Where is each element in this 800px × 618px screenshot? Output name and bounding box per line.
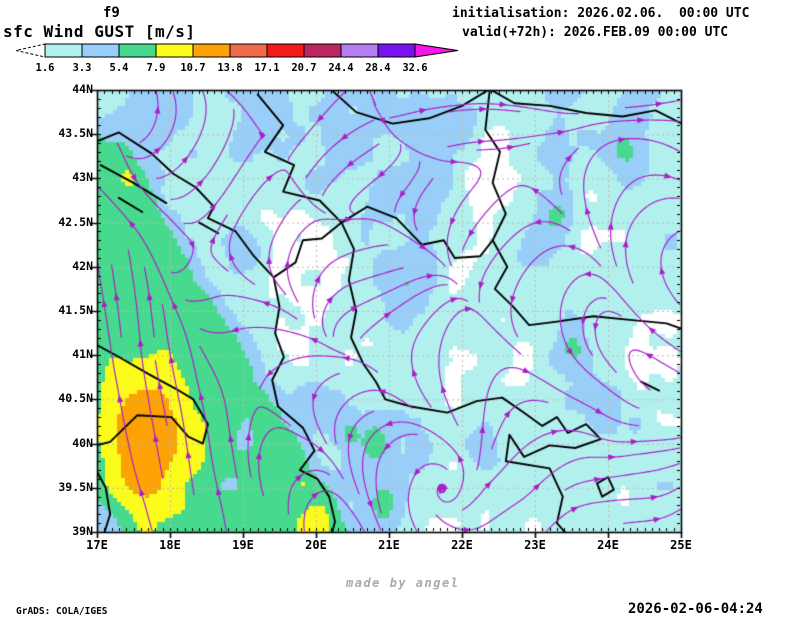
legend-cell [44,43,83,58]
y-axis-label: 43.5N [58,126,93,141]
x-axis-label: 21E [378,538,400,552]
legend-cell [118,43,157,58]
valid-time: valid(+72h): 2026.FEB.09 00:00 UTC [462,25,729,40]
legend-cell [192,43,231,58]
plot-title: sfc Wind GUST [m/s] [3,22,196,41]
y-axis-label: 42N [72,258,93,273]
x-axis-label: 23E [524,538,546,552]
x-axis-label: 18E [159,538,181,552]
creation-timestamp: 2026-02-06-04:24 [628,601,763,617]
legend-tick-label: 17.1 [254,62,279,74]
legend-colorbar: 1.6 3.3 5.4 7.9 10.7 13.8 17.1 20.7 24.4 28.4 32.6 [15,43,459,74]
legend-below-min-arrow [15,43,46,58]
initialisation-time: initialisation: 2026.02.06. 00:00 UTC [452,6,750,21]
y-axis-label: 42.5N [58,214,93,229]
legend-above-max-arrow [414,43,459,58]
legend-tick-label: 24.4 [328,62,353,74]
forecast-run-label: f9 [103,5,120,21]
legend-tick-label: 3.3 [73,62,92,74]
legend-cell [81,43,120,58]
legend-tick-label: 13.8 [217,62,242,74]
legend-cell [303,43,342,58]
legend-cell [266,43,305,58]
grads-credit: GrADS: COLA/IGES [16,606,108,617]
legend-cell [155,43,194,58]
y-axis-label: 40N [72,435,93,450]
watermark-text: made by angel [346,576,460,590]
legend-tick-label: 32.6 [402,62,427,74]
legend-tick-label: 28.4 [365,62,390,74]
x-axis-label: 19E [232,538,254,552]
y-axis-label: 39.5N [58,479,93,494]
legend-cell [377,43,416,58]
legend-tick-label: 10.7 [180,62,205,74]
y-axis-label: 41N [72,347,93,362]
x-axis-label: 24E [597,538,619,552]
y-axis-label: 39N [72,524,93,538]
legend-cell [340,43,379,58]
legend-tick-label: 1.6 [36,62,55,74]
legend-cell [229,43,268,58]
y-axis-label: 40.5N [58,391,93,406]
y-axis-label: 43N [72,170,93,185]
x-axis-label: 25E [670,538,692,552]
y-axis-label: 41.5N [58,303,93,317]
legend-tick-label: 7.9 [147,62,166,74]
legend-tick-label: 5.4 [110,62,129,74]
x-axis-label: 22E [451,538,473,552]
x-axis-label: 20E [305,538,327,552]
y-axis-label: 44N [72,82,93,96]
x-axis-label: 17E [86,538,108,552]
legend-tick-label: 20.7 [291,62,316,74]
